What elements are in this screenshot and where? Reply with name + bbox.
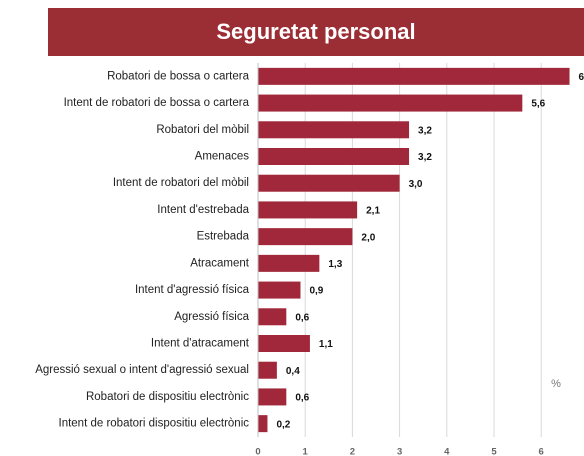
bar (258, 201, 358, 219)
bar (258, 94, 523, 112)
value-label: 1,1 (319, 339, 333, 350)
bar (258, 174, 400, 192)
bar (258, 388, 287, 406)
bar (258, 281, 301, 299)
category-label: Intent d'estrebada (157, 204, 249, 216)
value-label: 6,6 (579, 72, 584, 83)
value-label: 0,4 (286, 366, 300, 377)
category-label: Estrebada (197, 231, 250, 243)
bar (258, 148, 410, 165)
category-label: Intent d'atracament (151, 338, 250, 350)
bar (258, 308, 287, 326)
bar (258, 67, 570, 85)
category-label: Robatori de dispositiu electrònic (86, 391, 249, 403)
value-label: 0,2 (276, 419, 290, 430)
category-label: Atracament (190, 257, 250, 269)
category-label: Intent d'agressió física (135, 284, 250, 296)
category-label: Intent de robatori dispositiu electrònic (59, 418, 250, 430)
value-label: 3,0 (409, 179, 423, 190)
x-tick-label: 1 (303, 447, 309, 456)
category-label: Intent de robatori de bossa o cartera (64, 97, 250, 109)
x-tick-label: 2 (350, 447, 355, 456)
bar (258, 415, 268, 433)
bar (258, 228, 353, 246)
x-tick-label: 4 (444, 447, 450, 456)
category-label: Amenaces (195, 151, 250, 163)
value-label: 5,6 (531, 99, 545, 110)
value-label: 0,6 (295, 312, 309, 323)
bar (258, 254, 320, 272)
title-banner (48, 8, 584, 56)
x-tick-label: 3 (397, 447, 402, 456)
unit-label: % (551, 378, 561, 390)
value-label: 2,1 (366, 206, 380, 217)
category-label: Robatori de bossa o cartera (107, 70, 250, 82)
x-tick-label: 6 (539, 447, 544, 456)
category-label: Agressió sexual o intent d'agressió sexu… (35, 364, 249, 376)
value-label: 0,6 (295, 393, 309, 404)
category-label: Agressió física (174, 311, 249, 323)
category-label: Robatori del mòbil (156, 124, 249, 136)
value-label: 3,2 (418, 152, 432, 163)
value-label: 2,0 (361, 232, 375, 243)
chart-title: Seguretat personal (216, 19, 415, 44)
bar (258, 361, 277, 379)
bar (258, 335, 310, 352)
value-label: 1,3 (328, 259, 342, 270)
bar (258, 121, 410, 139)
x-tick-label: 5 (491, 447, 497, 456)
category-label: Intent de robatori del mòbil (113, 177, 249, 189)
value-label: 0,9 (309, 286, 323, 297)
x-tick-label: 0 (255, 447, 260, 456)
value-label: 3,2 (418, 125, 432, 136)
